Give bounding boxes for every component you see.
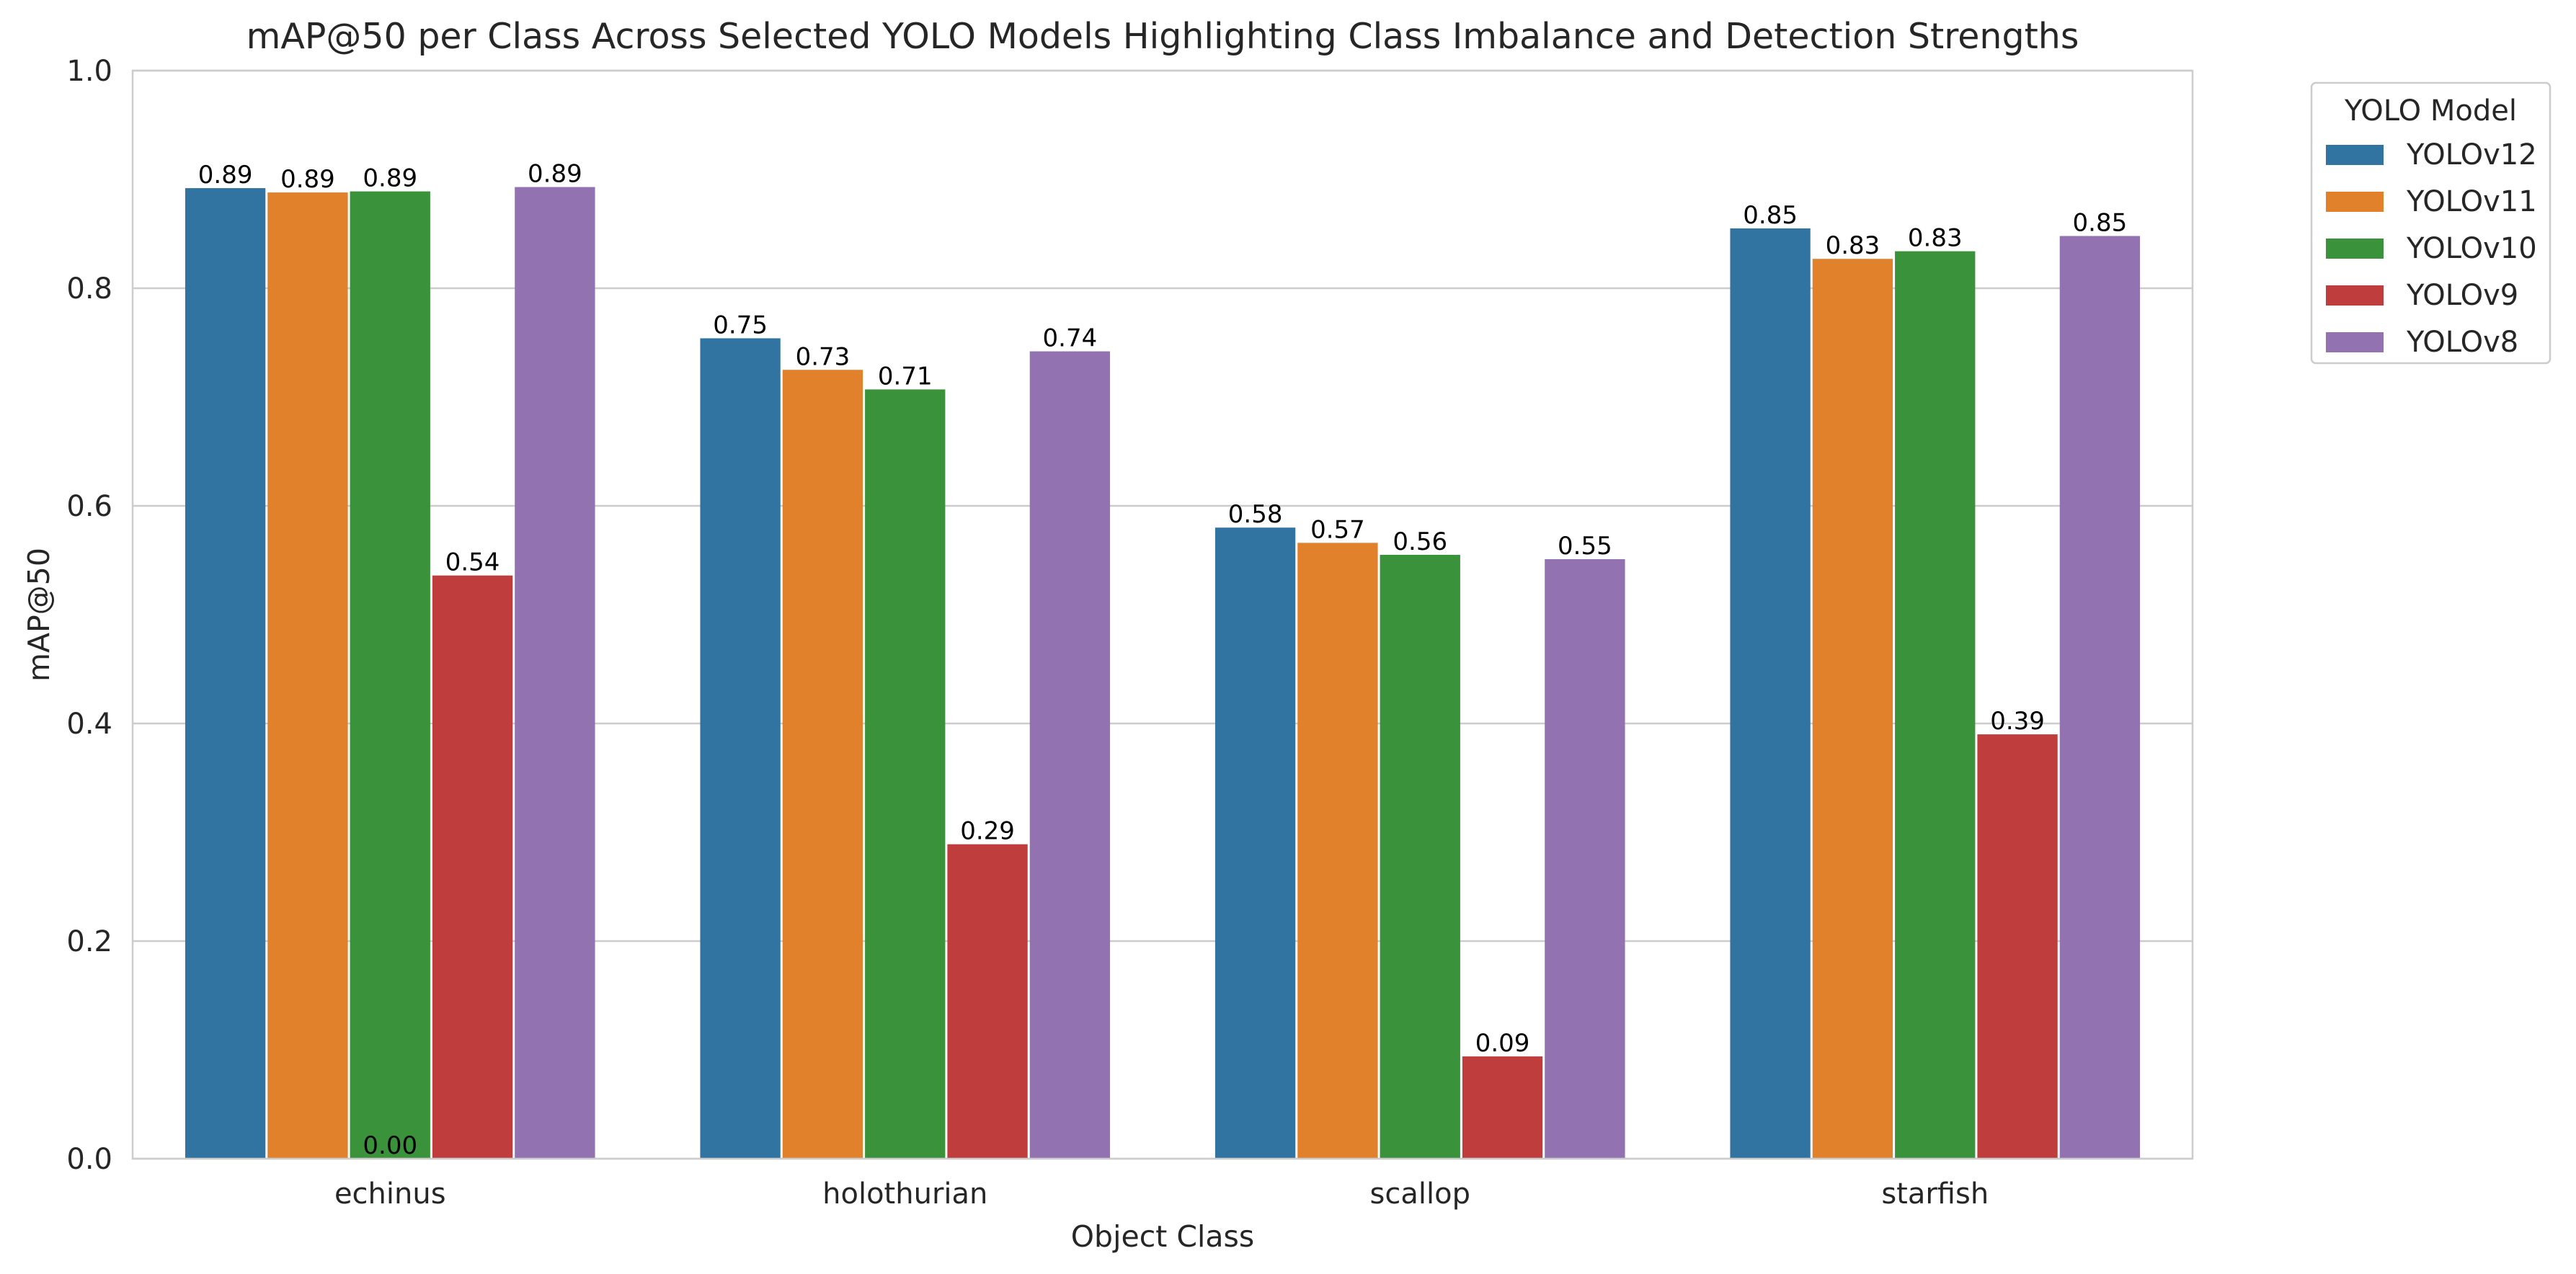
data-label: 0.57 [1310,515,1365,544]
bar-scallop-yolov12 [1214,527,1296,1159]
y-tick-label: 0.8 [66,272,112,306]
data-label: 0.54 [445,548,500,577]
plot-frame [131,69,2194,1160]
x-tick-label: scallop [1370,1177,1470,1211]
bar-holothurian-yolov9 [947,844,1028,1159]
legend-label: YOLOv8 [2406,326,2518,359]
bar-starfish-yolov11 [1812,259,1893,1159]
bar-starfish-yolov10 [1895,251,1976,1159]
bar-holothurian-yolov8 [1029,351,1111,1159]
x-axis-label: Object Class [1071,1219,1254,1254]
legend-title: YOLO Model [2344,94,2517,128]
bar-echinus-yolov9 [432,575,513,1159]
bar-scallop-yolov8 [1545,558,1625,1159]
bar-echinus-yolov12 [185,188,266,1159]
y-tick-label: 0.4 [66,708,112,741]
data-label-zero: 0.00 [363,1131,417,1160]
y-tick-label: 0.0 [66,1143,112,1176]
bars [185,187,2141,1159]
y-axis-ticks: 0.0 0.2 0.4 0.6 0.8 1.0 [66,55,112,1176]
data-label: 0.74 [1043,324,1098,353]
legend-label: YOLOv11 [2406,185,2537,218]
chart-title: mAP@50 per Class Across Selected YOLO Mo… [247,16,2079,57]
x-axis-ticks: echinus holothurian scallop starfish [334,1177,1989,1211]
legend-swatch [2326,145,2384,165]
bar-echinus-yolov10 [350,191,430,1159]
bar-starfish-yolov12 [1730,228,1811,1159]
x-tick-label: holothurian [822,1177,987,1211]
legend-swatch [2326,285,2384,306]
data-label: 0.73 [796,342,850,371]
data-label: 0.39 [1990,707,2045,736]
bar-starfish-yolov8 [2059,236,2141,1159]
data-labels: 0.89 0.89 0.89 0.54 0.89 0.75 0.73 0.71 0.29 0.74… [198,160,2127,1160]
bar-starfish-yolov9 [1977,734,2058,1159]
data-label: 0.89 [363,164,417,193]
data-label: 0.85 [2073,209,2128,238]
data-label: 0.56 [1393,527,1447,556]
data-label: 0.89 [280,165,335,194]
bar-holothurian-yolov12 [700,338,781,1159]
x-tick-label: starfish [1881,1177,1989,1211]
bar-holothurian-yolov11 [782,370,863,1159]
legend-swatch [2326,332,2384,352]
bar-scallop-yolov10 [1380,554,1460,1159]
bar-holothurian-yolov10 [865,389,946,1159]
legend-label: YOLOv12 [2406,138,2537,172]
y-tick-label: 0.2 [66,925,112,958]
bar-echinus-yolov8 [515,187,595,1159]
data-label: 0.89 [198,161,253,190]
data-label: 0.58 [1228,500,1283,529]
data-label: 0.89 [528,160,582,189]
bar-scallop-yolov11 [1297,543,1378,1159]
data-label: 0.75 [713,311,768,339]
data-label: 0.83 [1908,224,1963,253]
data-label: 0.85 [1743,201,1798,230]
y-tick-label: 1.0 [66,55,112,88]
data-label: 0.71 [878,362,933,391]
legend-swatch [2326,239,2384,259]
bar-echinus-yolov11 [267,192,348,1159]
data-label: 0.83 [1826,231,1880,260]
data-label: 0.55 [1558,532,1612,561]
y-tick-label: 0.6 [66,490,112,523]
y-axis-label: mAP@50 [22,548,56,682]
x-tick-label: echinus [334,1177,446,1211]
legend-swatch [2326,192,2384,212]
legend-label: YOLOv10 [2406,232,2537,265]
data-label: 0.09 [1475,1029,1530,1058]
legend-items: YOLOv12 YOLOv11 YOLOv10 YOLOv9 YOLOv8 [2326,138,2537,359]
legend: YOLO Model YOLOv12YOLOv11YOLOv10YOLOv9YO… [2310,81,2551,365]
bar-scallop-yolov9 [1462,1056,1543,1159]
data-label: 0.29 [960,817,1015,846]
legend-label: YOLOv9 [2406,279,2518,312]
